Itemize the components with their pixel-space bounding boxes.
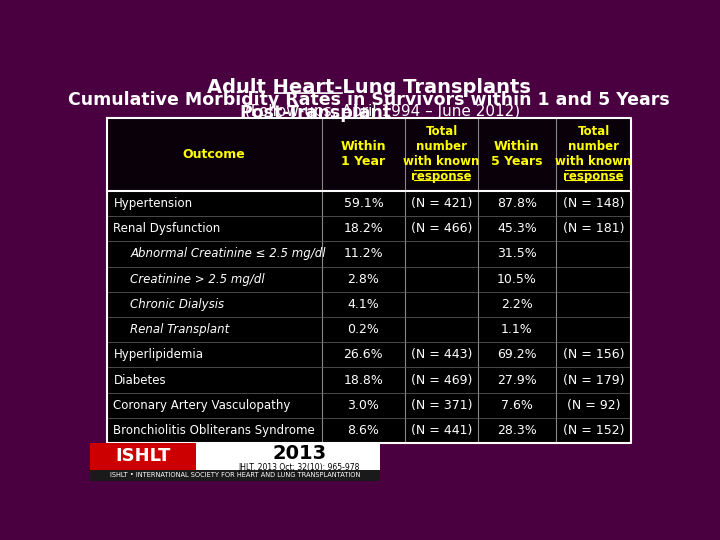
Text: Bronchiolitis Obliterans Syndrome: Bronchiolitis Obliterans Syndrome xyxy=(114,424,315,437)
Text: (N = 179): (N = 179) xyxy=(563,374,624,387)
Text: (N = 441): (N = 441) xyxy=(411,424,472,437)
Text: Chronic Dialysis: Chronic Dialysis xyxy=(130,298,225,311)
Text: 4.1%: 4.1% xyxy=(348,298,379,311)
Text: Adult Heart-Lung Transplants: Adult Heart-Lung Transplants xyxy=(207,78,531,97)
Text: 2013: 2013 xyxy=(272,444,326,463)
Text: 45.3%: 45.3% xyxy=(497,222,536,235)
Text: (N = 371): (N = 371) xyxy=(411,399,472,412)
Text: Total
number
with known
response: Total number with known response xyxy=(555,125,631,184)
Text: (N = 152): (N = 152) xyxy=(563,424,624,437)
Text: (N = 148): (N = 148) xyxy=(563,197,624,210)
Text: Renal Transplant: Renal Transplant xyxy=(130,323,230,336)
Text: Hypertension: Hypertension xyxy=(114,197,192,210)
Text: 0.2%: 0.2% xyxy=(348,323,379,336)
Text: 3.0%: 3.0% xyxy=(348,399,379,412)
Text: Within
5 Years: Within 5 Years xyxy=(491,140,543,168)
Text: Abnormal Creatinine ≤ 2.5 mg/dl: Abnormal Creatinine ≤ 2.5 mg/dl xyxy=(130,247,325,260)
Text: 7.6%: 7.6% xyxy=(501,399,533,412)
Text: 28.3%: 28.3% xyxy=(497,424,536,437)
Text: (N = 469): (N = 469) xyxy=(411,374,472,387)
Text: 59.1%: 59.1% xyxy=(343,197,383,210)
Text: (Follow-ups: April 1994 – June 2012): (Follow-ups: April 1994 – June 2012) xyxy=(240,104,520,119)
Text: Post-Transplant: Post-Transplant xyxy=(240,104,392,122)
Text: 11.2%: 11.2% xyxy=(343,247,383,260)
Text: Cumulative Morbidity Rates in Survivors within 1 and 5 Years: Cumulative Morbidity Rates in Survivors … xyxy=(68,91,670,109)
Text: 10.5%: 10.5% xyxy=(497,273,537,286)
Text: 87.8%: 87.8% xyxy=(497,197,537,210)
Text: (N = 156): (N = 156) xyxy=(563,348,624,361)
Text: Within
1 Year: Within 1 Year xyxy=(341,140,386,168)
Text: (N = 466): (N = 466) xyxy=(411,222,472,235)
Text: 27.9%: 27.9% xyxy=(497,374,536,387)
Text: (N = 421): (N = 421) xyxy=(411,197,472,210)
Text: Creatinine > 2.5 mg/dl: Creatinine > 2.5 mg/dl xyxy=(130,273,265,286)
Text: 31.5%: 31.5% xyxy=(497,247,536,260)
Text: Hyperlipidemia: Hyperlipidemia xyxy=(114,348,204,361)
Bar xyxy=(90,443,196,481)
Text: (N = 181): (N = 181) xyxy=(563,222,624,235)
Text: 18.8%: 18.8% xyxy=(343,374,383,387)
Text: 69.2%: 69.2% xyxy=(497,348,536,361)
Text: (N = 92): (N = 92) xyxy=(567,399,621,412)
Text: Renal Dysfunction: Renal Dysfunction xyxy=(114,222,221,235)
Text: Diabetes: Diabetes xyxy=(114,374,166,387)
Text: Outcome: Outcome xyxy=(183,148,246,161)
Text: JHLT. 2013 Oct; 32(10): 965-978: JHLT. 2013 Oct; 32(10): 965-978 xyxy=(238,463,360,472)
Text: ISHLT • INTERNATIONAL SOCIETY FOR HEART AND LUNG TRANSPLANTATION: ISHLT • INTERNATIONAL SOCIETY FOR HEART … xyxy=(110,472,360,478)
Text: Coronary Artery Vasculopathy: Coronary Artery Vasculopathy xyxy=(114,399,291,412)
Bar xyxy=(90,443,380,481)
Bar xyxy=(107,118,631,443)
Text: ISHLT: ISHLT xyxy=(115,447,171,465)
Text: Total
number
with known
response: Total number with known response xyxy=(403,125,480,184)
Text: 8.6%: 8.6% xyxy=(348,424,379,437)
Text: (N = 443): (N = 443) xyxy=(411,348,472,361)
Text: 1.1%: 1.1% xyxy=(501,323,533,336)
Text: 26.6%: 26.6% xyxy=(343,348,383,361)
Text: 2.8%: 2.8% xyxy=(348,273,379,286)
Text: 2.2%: 2.2% xyxy=(501,298,533,311)
Text: 18.2%: 18.2% xyxy=(343,222,383,235)
Bar xyxy=(90,470,380,481)
Bar xyxy=(107,118,631,191)
